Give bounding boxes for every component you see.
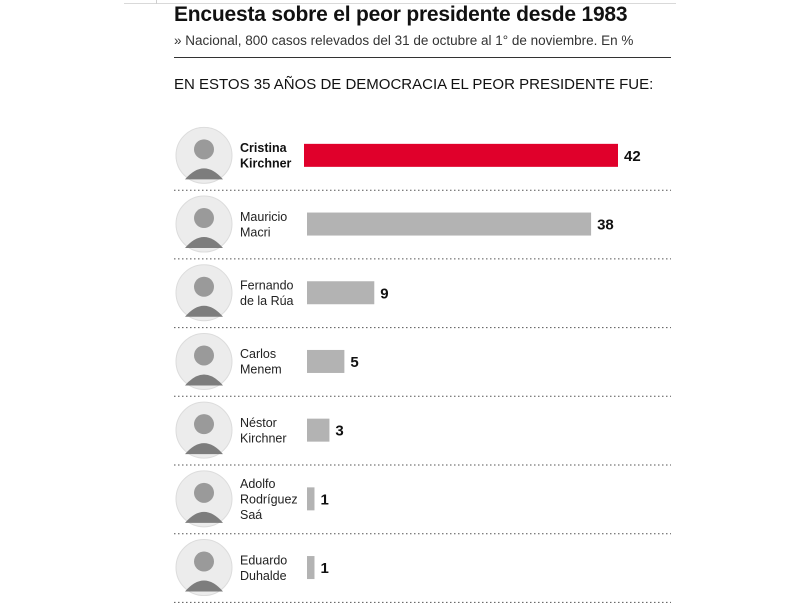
bar (307, 556, 315, 580)
portrait-icon (175, 539, 233, 597)
portrait-icon (175, 332, 233, 390)
header-divider (174, 57, 671, 58)
portrait-head (194, 208, 214, 229)
chart-subtitle: » Nacional, 800 casos relevados del 31 d… (174, 33, 634, 48)
chart-row: Adolfo Rodríguez Saá 1 (174, 470, 671, 535)
bar-value-label: 9 (380, 285, 388, 302)
chart-title: Encuesta sobre el peor presidente desde … (174, 3, 628, 26)
portrait-head (194, 482, 214, 503)
bar-label: Carlos Menem (240, 347, 282, 377)
portrait-icon (175, 195, 233, 253)
portrait-icon (175, 126, 233, 184)
bar (307, 487, 315, 511)
bar-label-line: Mauricio (240, 210, 287, 224)
bar-label-line: Eduardo (240, 553, 287, 567)
bar (307, 212, 592, 236)
bar-value-label: 42 (624, 148, 641, 165)
bar-label: Eduardo Duhalde (240, 553, 287, 583)
portrait-shoulders (185, 443, 223, 455)
portrait-head (194, 276, 214, 297)
top-tick (156, 0, 157, 4)
portrait-head (194, 551, 214, 572)
bar-value-label: 1 (320, 491, 328, 508)
bar-label-line: Cristina (240, 141, 288, 155)
bar (304, 143, 618, 167)
chart-row: Cristina Kirchner 42 (174, 126, 671, 191)
chart-question: EN ESTOS 35 AÑOS DE DEMOCRACIA EL PEOR P… (174, 76, 654, 93)
bar-label: Mauricio Macri (240, 210, 287, 240)
bar-label-line: Carlos (240, 347, 276, 361)
bar-value-label: 5 (350, 354, 358, 371)
portrait-shoulders (185, 168, 223, 180)
bar-label-line: Saá (240, 508, 262, 522)
chart-row: Eduardo Duhalde 1 (174, 539, 671, 603)
bar-value-label: 1 (320, 560, 328, 577)
bar-label: Cristina Kirchner (240, 141, 292, 171)
bar-label-line: Duhalde (240, 569, 287, 583)
portrait-icon (175, 470, 233, 528)
bar-label: Adolfo Rodríguez Saá (240, 477, 298, 522)
bar-label-line: Néstor (240, 416, 277, 430)
portrait-shoulders (185, 374, 223, 386)
portrait-icon (175, 401, 233, 459)
chart-row: Carlos Menem 5 (174, 332, 671, 397)
bar (307, 349, 345, 373)
portrait-icon (175, 264, 233, 322)
bar-label-line: Fernando (240, 279, 294, 293)
chart-row: Mauricio Macri 38 (174, 195, 671, 260)
portrait-shoulders (185, 511, 223, 523)
bar-label-line: Menem (240, 363, 282, 377)
bar-label: Néstor Kirchner (240, 416, 287, 446)
top-rule (124, 3, 676, 4)
bar-label-line: Adolfo (240, 477, 275, 491)
portrait-head (194, 139, 214, 160)
bar-label-line: Kirchner (240, 431, 287, 445)
bar-label: Fernando de la Rúa (240, 279, 294, 309)
portrait-shoulders (185, 237, 223, 249)
portrait-head (194, 345, 214, 366)
bar-label-line: de la Rúa (240, 294, 294, 308)
chart-row: Néstor Kirchner 3 (174, 401, 671, 466)
bar-value-label: 3 (335, 423, 343, 440)
bar-label-line: Macri (240, 225, 271, 239)
bar-label-line: Rodríguez (240, 492, 298, 506)
bar-label-line: Kirchner (240, 157, 292, 171)
portrait-shoulders (185, 580, 223, 592)
bar (307, 281, 375, 305)
bar (307, 418, 330, 442)
chart-row: Fernando de la Rúa 9 (174, 264, 671, 329)
portrait-shoulders (185, 305, 223, 317)
portrait-head (194, 414, 214, 435)
bar-value-label: 38 (597, 217, 614, 234)
